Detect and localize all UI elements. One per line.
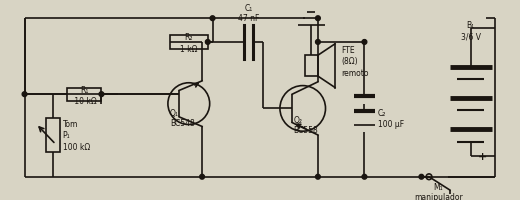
Circle shape [200, 175, 204, 179]
Text: C₂
100 μF: C₂ 100 μF [378, 108, 404, 128]
Text: +: + [477, 151, 487, 161]
Circle shape [362, 175, 367, 179]
Text: R₂
1 kΩ: R₂ 1 kΩ [180, 33, 198, 53]
Circle shape [205, 40, 210, 45]
Circle shape [316, 17, 320, 21]
Bar [170, 36, 208, 49]
Bar [305, 56, 318, 77]
Text: B₁
3/6 V: B₁ 3/6 V [461, 21, 481, 41]
Text: Tom
P₁
100 kΩ: Tom P₁ 100 kΩ [62, 120, 90, 151]
Text: FTE
(8Ω)
remoto: FTE (8Ω) remoto [342, 46, 369, 77]
Bar [67, 88, 101, 101]
Text: Q₂
BC558: Q₂ BC558 [293, 115, 318, 134]
Circle shape [419, 175, 424, 179]
Circle shape [316, 40, 320, 45]
Text: Q₁
BC548: Q₁ BC548 [170, 108, 194, 128]
Circle shape [362, 40, 367, 45]
Bar [46, 118, 60, 152]
Text: R₁
 10 kΩ: R₁ 10 kΩ [72, 85, 97, 105]
Text: C₁
47 nF: C₁ 47 nF [238, 4, 259, 23]
Circle shape [210, 17, 215, 21]
Circle shape [316, 175, 320, 179]
Circle shape [99, 92, 104, 97]
Text: M₁
manipulador: M₁ manipulador [414, 182, 463, 200]
Circle shape [22, 92, 27, 97]
